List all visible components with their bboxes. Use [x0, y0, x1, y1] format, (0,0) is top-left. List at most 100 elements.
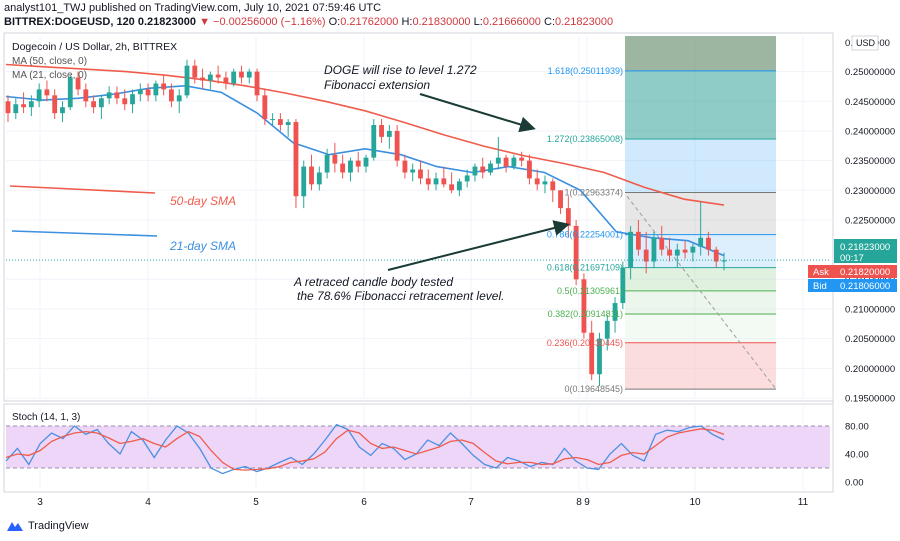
candle-body: [106, 92, 112, 99]
candle-body: [161, 83, 167, 90]
x-tick-label: 11: [798, 497, 809, 508]
candle-body: [293, 122, 299, 197]
legend-ma50: MA (50, close, 0): [12, 56, 87, 67]
candle-body: [643, 249, 649, 262]
x-tick-label: 7: [468, 497, 474, 508]
bid-label: Bid: [813, 281, 827, 292]
candle-body: [449, 184, 455, 191]
fib-band-0236: [625, 342, 776, 390]
candles: [5, 59, 830, 387]
y-tick-label: 0.25000000: [845, 67, 895, 78]
candle-body: [495, 157, 501, 164]
candle-body: [348, 160, 353, 173]
down-arrow-icon: ▼: [199, 16, 210, 28]
doge-arrow: [419, 93, 536, 133]
candle-body: [628, 231, 634, 268]
candle-body: [44, 89, 50, 96]
x-tick-label: 4: [145, 497, 151, 508]
candle-body: [667, 249, 672, 256]
stoch-tick-label: 80.00: [845, 422, 869, 433]
ma21-line: [5, 84, 725, 257]
candle-body: [239, 71, 244, 78]
bid-value: 0.21806000: [840, 281, 890, 292]
sma21-sample-line: [11, 230, 158, 237]
y-tick-label: 0.20000000: [845, 364, 895, 375]
ma50-line: [5, 63, 725, 206]
countdown: 00:17: [840, 253, 864, 264]
candle-body: [184, 65, 190, 96]
candle-body: [635, 231, 641, 250]
ma50-path: [5, 63, 725, 206]
candle-body: [130, 94, 135, 105]
candle-body: [721, 260, 727, 262]
publisher-line: analyst101_TWJ published on TradingView.…: [4, 2, 382, 14]
fib-level-label: 0.5(0.21305961): [557, 286, 623, 296]
last-price: 0.21823000: [137, 16, 196, 28]
candle-body: [418, 169, 423, 179]
candle-body: [682, 249, 688, 253]
candle-body: [5, 101, 11, 114]
ask-label: Ask: [813, 267, 829, 278]
bid-tag: [808, 279, 897, 292]
candle-body: [503, 157, 509, 167]
candle-body: [277, 119, 283, 126]
currency-badge: [851, 35, 879, 51]
candle-body: [285, 122, 291, 126]
stoch-tick-label: 40.00: [845, 450, 869, 461]
candle-body: [480, 166, 486, 173]
candle-body: [145, 89, 151, 96]
candle-body: [488, 163, 493, 173]
grid: [6, 36, 833, 490]
doge-annotation-line1: DOGE will rise to level 1.272: [324, 63, 477, 77]
x-tick-label: 10: [689, 497, 701, 508]
candle-body: [309, 166, 314, 185]
open-label: O:: [328, 16, 341, 28]
price-change: −0.00256000 (−1.16%): [213, 16, 326, 28]
sma21-annotation: 21-day SMA: [169, 239, 236, 253]
stoch-title: Stoch (14, 1, 3): [12, 412, 80, 423]
y-tick-label: 0.21000000: [845, 304, 895, 315]
stoch-d-path: [5, 428, 725, 471]
fib-level-label: 1.618(0.25011939): [548, 66, 623, 76]
candle-body: [713, 249, 719, 262]
candle-body: [698, 237, 704, 247]
candle-body: [28, 101, 34, 108]
candle-body: [550, 181, 556, 191]
candle-body: [91, 101, 97, 108]
candle-body: [176, 95, 182, 102]
fib-band-1618: [625, 70, 776, 139]
candle-body: [651, 237, 657, 262]
candle-body: [511, 157, 517, 167]
candle-body: [620, 267, 626, 304]
high-value: 0.21830000: [412, 16, 471, 28]
candle-body: [558, 190, 563, 209]
fib-band-0618: [625, 267, 776, 291]
fib-zone: [625, 36, 777, 390]
candle-body: [137, 89, 143, 95]
candle-body: [114, 92, 120, 99]
candle-body: [659, 237, 665, 250]
candle-body: [379, 125, 384, 137]
candle-body: [36, 89, 42, 102]
candle-body: [200, 77, 205, 81]
candle-body: [316, 172, 322, 185]
fib-level-label: 1.272(0.23865008): [547, 134, 623, 144]
currency-label: USD: [856, 38, 876, 48]
legend-ma21: MA (21, close, 0): [12, 70, 87, 81]
candle-body: [456, 181, 462, 191]
candle-body: [425, 178, 431, 185]
candle-body: [21, 104, 26, 108]
candle-body: [363, 157, 369, 167]
x-tick-label: 8: [576, 497, 582, 508]
x-tick-label: 9: [584, 497, 590, 508]
footer-brand: TradingView: [28, 520, 89, 532]
candle-body: [98, 98, 104, 108]
ask-tag: [808, 265, 897, 278]
symbol-line: BITTREX:DOGEUSD, 120 0.21823000 ▼ −0.002…: [4, 16, 613, 28]
candle-body: [371, 125, 377, 158]
open-value: 0.21762000: [340, 16, 399, 28]
candle-body: [472, 166, 478, 176]
fib-band-05: [625, 290, 776, 315]
candle-body: [612, 303, 618, 321]
